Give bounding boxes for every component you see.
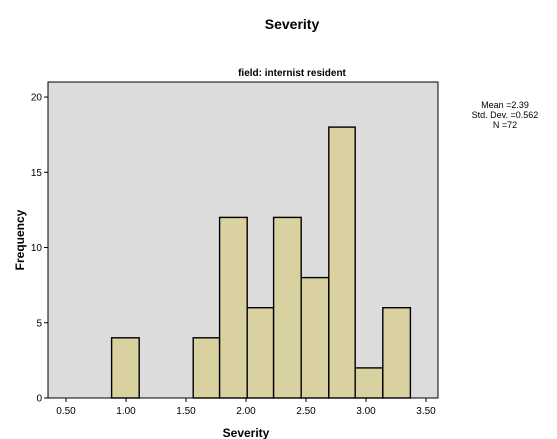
y-axis-label: Frequency [13, 209, 27, 270]
y-tick-label: 5 [36, 318, 42, 329]
y-tick-label: 0 [36, 394, 42, 405]
histogram-bar-7 [328, 126, 356, 399]
x-tick-label: 2.00 [236, 406, 256, 417]
y-tick-label: 15 [31, 168, 43, 179]
histogram-bar-6 [300, 276, 330, 399]
histogram-bar-3 [218, 216, 248, 399]
chart-title: Severity [265, 16, 320, 32]
stats-n: N =72 [493, 120, 517, 130]
y-tick-label: 10 [31, 243, 43, 254]
x-axis-label: Severity [223, 426, 270, 439]
x-tick-label: 3.50 [416, 406, 436, 417]
x-tick-label: 1.50 [176, 406, 196, 417]
histogram-bar-2 [192, 337, 221, 399]
bars-group [110, 126, 412, 399]
histogram-bar-8 [354, 367, 384, 399]
chart-subtitle: field: internist resident [238, 68, 346, 79]
histogram-bar-9 [382, 307, 412, 399]
stats-std-dev: Std. Dev. =0.562 [472, 110, 539, 120]
stats-mean: Mean =2.39 [481, 100, 529, 110]
x-axis-ticks: 0.50 1.00 1.50 2.00 2.50 3.00 3.50 [56, 398, 436, 417]
histogram-bar-4 [246, 307, 275, 399]
x-tick-label: 0.50 [56, 406, 76, 417]
y-tick-label: 20 [31, 93, 43, 104]
histogram-bar-1 [110, 337, 140, 399]
x-tick-label: 2.50 [296, 406, 316, 417]
histogram-bar-5 [272, 216, 302, 399]
x-tick-label: 1.00 [116, 406, 136, 417]
x-tick-label: 3.00 [356, 406, 376, 417]
y-axis-ticks: 0 5 10 15 20 [31, 93, 48, 405]
